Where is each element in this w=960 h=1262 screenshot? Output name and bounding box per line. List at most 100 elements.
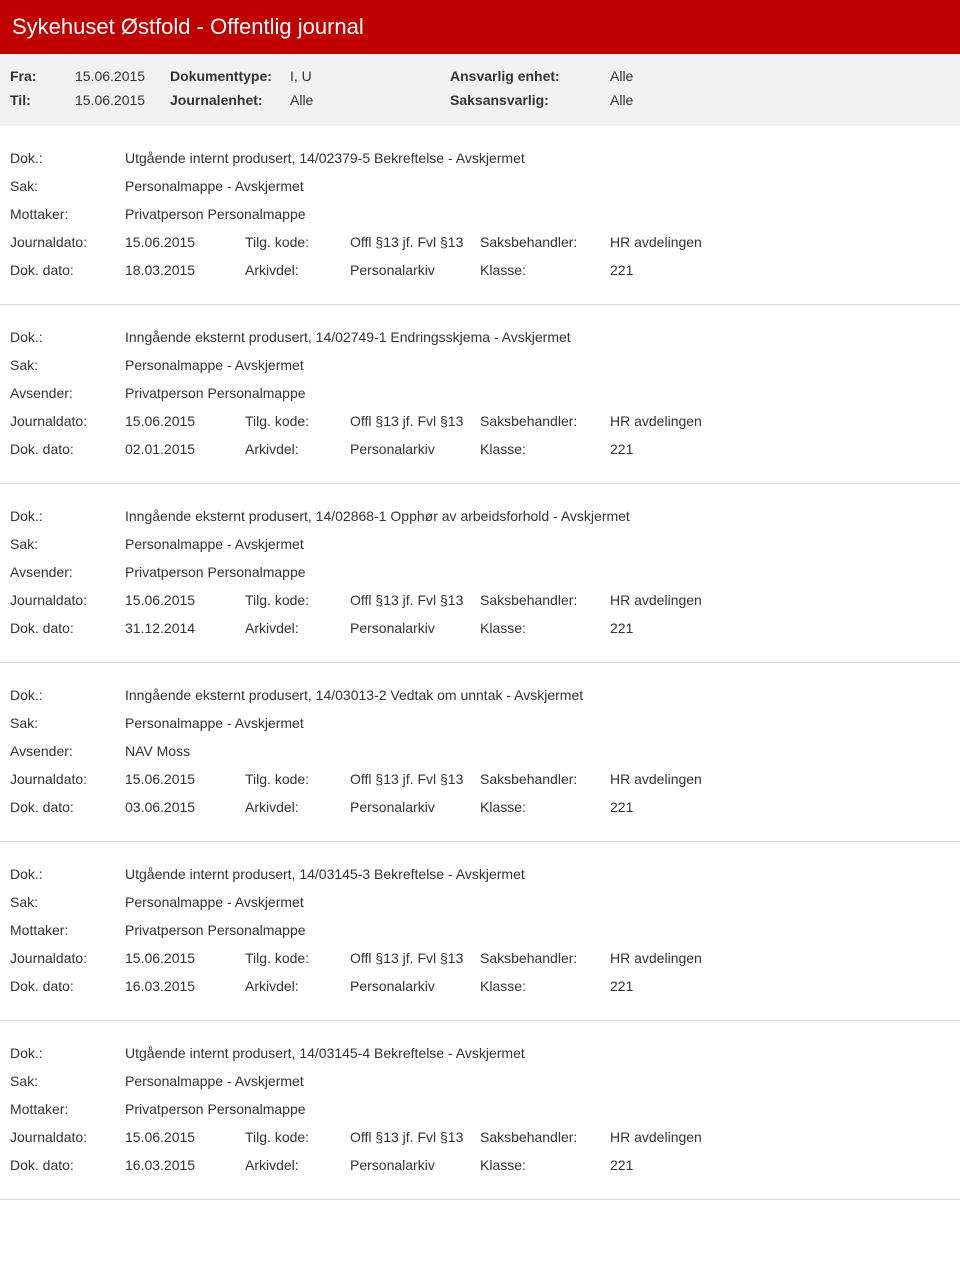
meta-journalenhet-value: Alle — [290, 92, 450, 108]
journal-entry: Dok.: Inngående eksternt produsert, 14/0… — [0, 663, 960, 842]
entry-arkivdel-value: Personalarkiv — [350, 1157, 480, 1173]
entry-arkivdel-value: Personalarkiv — [350, 978, 480, 994]
page-header: Sykehuset Østfold - Offentlig journal — [0, 0, 960, 54]
entry-party-value: Privatperson Personalmappe — [125, 206, 950, 222]
entry-dok-label: Dok.: — [10, 1045, 125, 1061]
entry-grid-row-2: Dok. dato: 18.03.2015 Arkivdel: Personal… — [10, 256, 950, 284]
entry-sak-label: Sak: — [10, 178, 125, 194]
entry-saksbehandler-label: Saksbehandler: — [480, 413, 610, 429]
entry-saksbehandler-value: HR avdelingen — [610, 234, 750, 250]
meta-til-value: 15.06.2015 — [75, 92, 170, 108]
entry-party-label: Avsender: — [10, 564, 125, 580]
entry-journaldato-label: Journaldato: — [10, 771, 125, 787]
entry-tilgkode-value: Offl §13 jf. Fvl §13 — [350, 413, 480, 429]
entry-dok-value: Utgående internt produsert, 14/03145-4 B… — [125, 1045, 950, 1061]
entry-saksbehandler-value: HR avdelingen — [610, 1129, 750, 1145]
entries-list: Dok.: Utgående internt produsert, 14/023… — [0, 126, 960, 1200]
entry-klasse-label: Klasse: — [480, 978, 610, 994]
entry-dok-value: Inngående eksternt produsert, 14/02749-1… — [125, 329, 950, 345]
entry-party-row: Avsender: Privatperson Personalmappe — [10, 379, 950, 407]
meta-row-1: Fra: 15.06.2015 Dokumenttype: I, U Ansva… — [10, 64, 950, 88]
entry-arkivdel-label: Arkivdel: — [245, 262, 350, 278]
journal-entry: Dok.: Utgående internt produsert, 14/031… — [0, 1021, 960, 1200]
meta-til-label: Til: — [10, 92, 75, 108]
entry-klasse-label: Klasse: — [480, 799, 610, 815]
entry-sak-label: Sak: — [10, 536, 125, 552]
entry-dok-row: Dok.: Inngående eksternt produsert, 14/0… — [10, 681, 950, 709]
entry-sak-row: Sak: Personalmappe - Avskjermet — [10, 709, 950, 737]
entry-arkivdel-label: Arkivdel: — [245, 978, 350, 994]
entry-sak-value: Personalmappe - Avskjermet — [125, 536, 950, 552]
entry-sak-value: Personalmappe - Avskjermet — [125, 1073, 950, 1089]
entry-saksbehandler-label: Saksbehandler: — [480, 950, 610, 966]
entry-sak-row: Sak: Personalmappe - Avskjermet — [10, 351, 950, 379]
entry-journaldato-label: Journaldato: — [10, 592, 125, 608]
entry-tilgkode-value: Offl §13 jf. Fvl §13 — [350, 592, 480, 608]
entry-tilgkode-value: Offl §13 jf. Fvl §13 — [350, 234, 480, 250]
entry-saksbehandler-value: HR avdelingen — [610, 950, 750, 966]
entry-dok-label: Dok.: — [10, 687, 125, 703]
entry-sak-value: Personalmappe - Avskjermet — [125, 894, 950, 910]
meta-bar: Fra: 15.06.2015 Dokumenttype: I, U Ansva… — [0, 54, 960, 126]
entry-saksbehandler-value: HR avdelingen — [610, 413, 750, 429]
entry-arkivdel-value: Personalarkiv — [350, 799, 480, 815]
entry-party-label: Avsender: — [10, 743, 125, 759]
entry-sak-value: Personalmappe - Avskjermet — [125, 715, 950, 731]
entry-grid-row-2: Dok. dato: 02.01.2015 Arkivdel: Personal… — [10, 435, 950, 463]
entry-dokdato-label: Dok. dato: — [10, 1157, 125, 1173]
entry-dok-label: Dok.: — [10, 329, 125, 345]
entry-grid-row-1: Journaldato: 15.06.2015 Tilg. kode: Offl… — [10, 586, 950, 614]
entry-tilgkode-label: Tilg. kode: — [245, 413, 350, 429]
journal-entry: Dok.: Inngående eksternt produsert, 14/0… — [0, 305, 960, 484]
entry-arkivdel-label: Arkivdel: — [245, 620, 350, 636]
entry-klasse-label: Klasse: — [480, 620, 610, 636]
entry-party-value: Privatperson Personalmappe — [125, 1101, 950, 1117]
meta-doktype-label: Dokumenttype: — [170, 68, 290, 84]
entry-dok-row: Dok.: Utgående internt produsert, 14/023… — [10, 144, 950, 172]
journal-entry: Dok.: Utgående internt produsert, 14/023… — [0, 126, 960, 305]
entry-tilgkode-label: Tilg. kode: — [245, 592, 350, 608]
entry-dok-label: Dok.: — [10, 866, 125, 882]
meta-journalenhet-label: Journalenhet: — [170, 92, 290, 108]
meta-ansvarlig-value: Alle — [610, 68, 710, 84]
entry-grid-row-2: Dok. dato: 03.06.2015 Arkivdel: Personal… — [10, 793, 950, 821]
entry-tilgkode-label: Tilg. kode: — [245, 1129, 350, 1145]
entry-party-value: Privatperson Personalmappe — [125, 564, 950, 580]
entry-arkivdel-label: Arkivdel: — [245, 441, 350, 457]
entry-dok-value: Utgående internt produsert, 14/03145-3 B… — [125, 866, 950, 882]
entry-journaldato-value: 15.06.2015 — [125, 950, 245, 966]
entry-klasse-value: 221 — [610, 978, 750, 994]
entry-sak-row: Sak: Personalmappe - Avskjermet — [10, 888, 950, 916]
entry-dok-value: Utgående internt produsert, 14/02379-5 B… — [125, 150, 950, 166]
entry-grid-row-2: Dok. dato: 31.12.2014 Arkivdel: Personal… — [10, 614, 950, 642]
entry-arkivdel-label: Arkivdel: — [245, 1157, 350, 1173]
entry-party-value: Privatperson Personalmappe — [125, 922, 950, 938]
entry-party-label: Mottaker: — [10, 206, 125, 222]
meta-ansvarlig-label: Ansvarlig enhet: — [450, 68, 610, 84]
entry-saksbehandler-value: HR avdelingen — [610, 592, 750, 608]
entry-grid-row-1: Journaldato: 15.06.2015 Tilg. kode: Offl… — [10, 944, 950, 972]
entry-party-label: Mottaker: — [10, 922, 125, 938]
entry-klasse-label: Klasse: — [480, 262, 610, 278]
entry-klasse-value: 221 — [610, 1157, 750, 1173]
entry-sak-row: Sak: Personalmappe - Avskjermet — [10, 172, 950, 200]
entry-klasse-value: 221 — [610, 799, 750, 815]
entry-journaldato-value: 15.06.2015 — [125, 771, 245, 787]
entry-grid-row-1: Journaldato: 15.06.2015 Tilg. kode: Offl… — [10, 407, 950, 435]
entry-dok-row: Dok.: Utgående internt produsert, 14/031… — [10, 1039, 950, 1067]
meta-saksansvarlig-label: Saksansvarlig: — [450, 92, 610, 108]
entry-dok-value: Inngående eksternt produsert, 14/02868-1… — [125, 508, 950, 524]
entry-arkivdel-value: Personalarkiv — [350, 262, 480, 278]
entry-dok-value: Inngående eksternt produsert, 14/03013-2… — [125, 687, 950, 703]
entry-klasse-value: 221 — [610, 620, 750, 636]
entry-dok-row: Dok.: Utgående internt produsert, 14/031… — [10, 860, 950, 888]
entry-dokdato-value: 02.01.2015 — [125, 441, 245, 457]
entry-dokdato-value: 16.03.2015 — [125, 978, 245, 994]
entry-dokdato-label: Dok. dato: — [10, 799, 125, 815]
entry-sak-row: Sak: Personalmappe - Avskjermet — [10, 530, 950, 558]
meta-saksansvarlig-value: Alle — [610, 92, 710, 108]
entry-journaldato-label: Journaldato: — [10, 950, 125, 966]
entry-dokdato-value: 31.12.2014 — [125, 620, 245, 636]
entry-arkivdel-value: Personalarkiv — [350, 620, 480, 636]
entry-grid-row-2: Dok. dato: 16.03.2015 Arkivdel: Personal… — [10, 1151, 950, 1179]
